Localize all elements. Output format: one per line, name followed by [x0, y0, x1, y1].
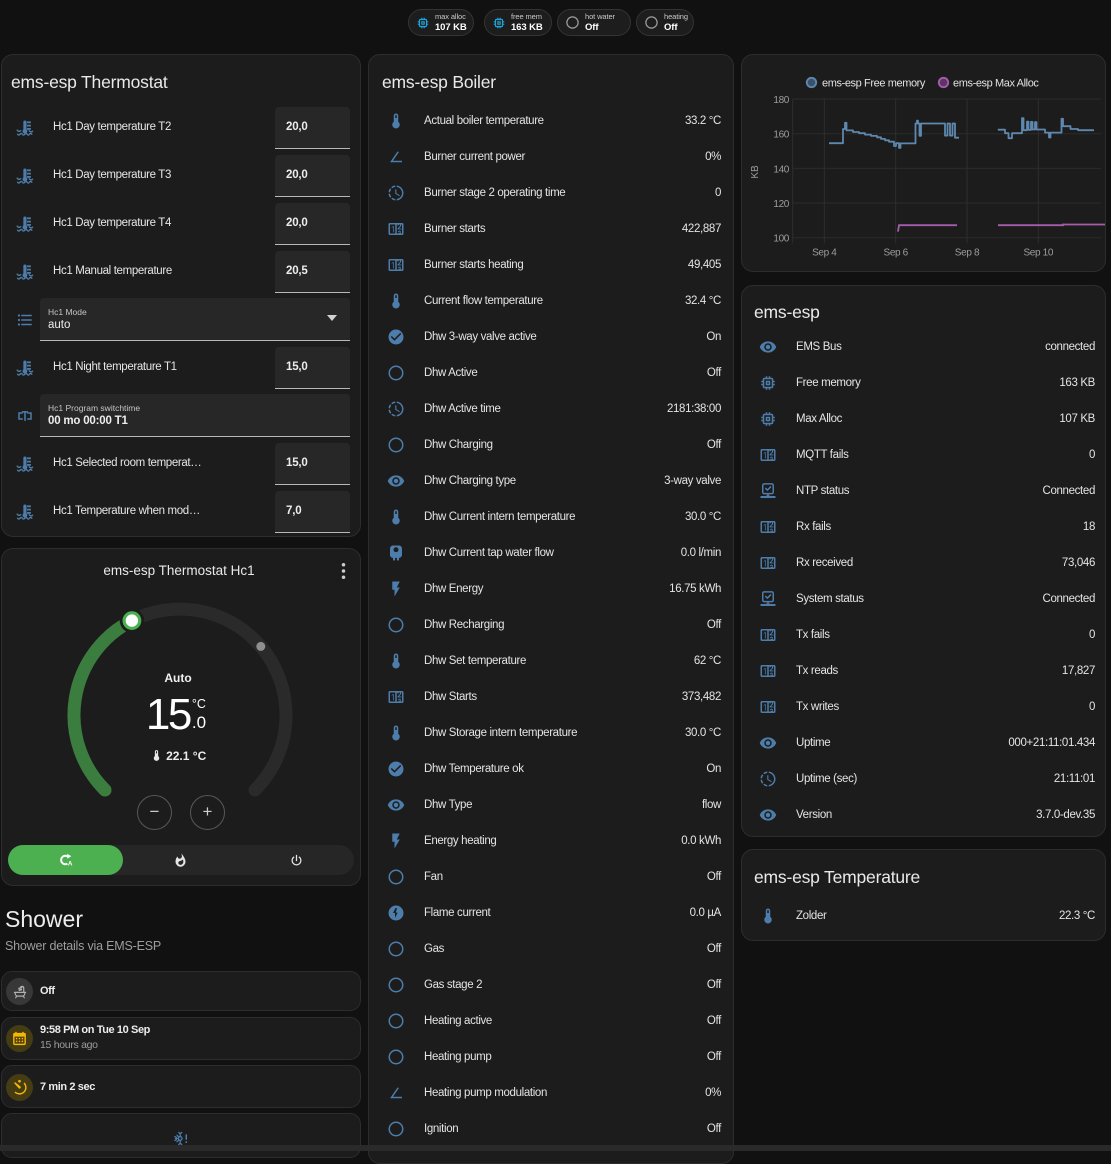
svg-text:Sep 8: Sep 8 [955, 248, 980, 259]
svg-text:Sep 4: Sep 4 [812, 248, 837, 259]
svg-text:A: A [67, 861, 72, 868]
svg-text:KB: KB [750, 165, 761, 179]
svg-text:140: 140 [773, 164, 789, 175]
svg-text:100: 100 [773, 234, 789, 245]
svg-text:Sep 6: Sep 6 [884, 248, 909, 259]
svg-text:ems-esp Max Alloc: ems-esp Max Alloc [953, 78, 1039, 90]
svg-text:120: 120 [773, 199, 789, 210]
svg-text:160: 160 [773, 130, 789, 141]
svg-text:180: 180 [773, 95, 789, 106]
svg-text:Sep 10: Sep 10 [1023, 248, 1053, 259]
svg-text:ems-esp Free memory: ems-esp Free memory [822, 78, 926, 90]
